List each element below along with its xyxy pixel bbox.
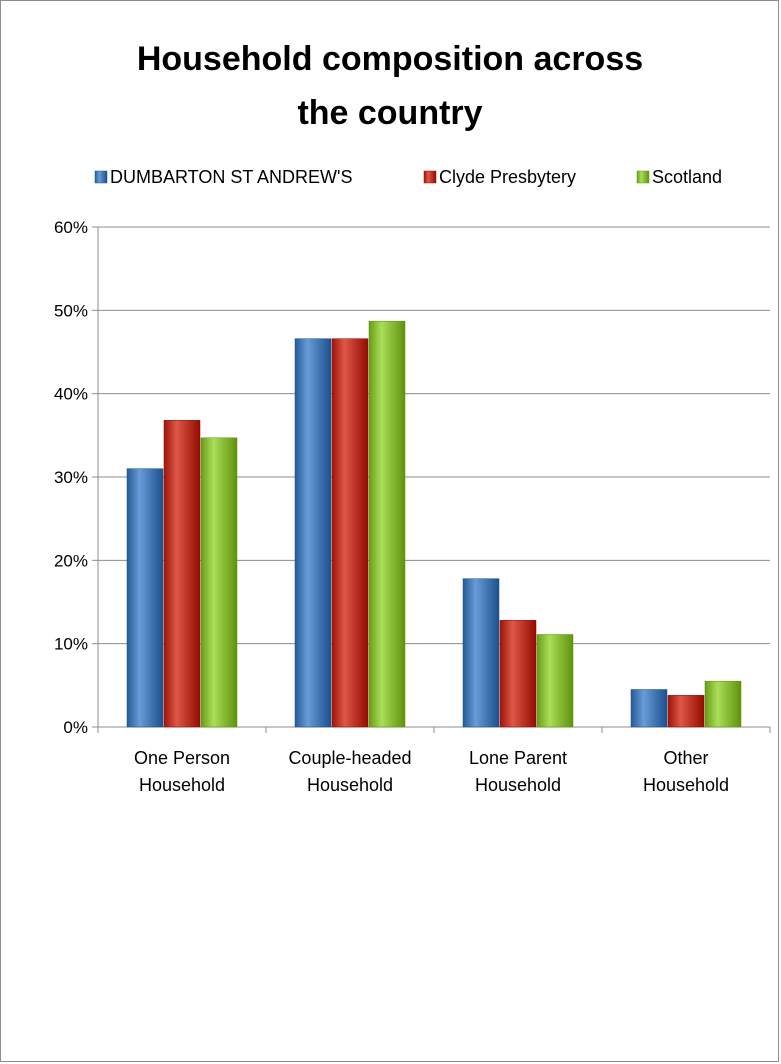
bar	[331, 338, 369, 728]
bar	[462, 578, 500, 728]
x-category-label: Household	[643, 775, 729, 795]
y-tick-label: 20%	[54, 551, 88, 570]
bar	[294, 338, 332, 728]
legend-item: DUMBARTON ST ANDREW'S	[94, 167, 352, 187]
y-tick-label: 0%	[63, 718, 88, 737]
x-axis-categories: One Person Household Couple-headed Househol…	[134, 748, 729, 795]
x-category-label: Household	[139, 775, 225, 795]
legend: DUMBARTON ST ANDREW'S Clyde Presbytery Sco…	[94, 167, 722, 187]
bar	[200, 437, 238, 728]
x-category-label: Household	[475, 775, 561, 795]
bar	[667, 695, 705, 728]
legend-label: Clyde Presbytery	[439, 167, 576, 187]
legend-swatch	[636, 170, 650, 184]
bar	[499, 620, 537, 728]
x-category-label: Other	[663, 748, 708, 768]
y-tick-label: 50%	[54, 301, 88, 320]
legend-swatch	[423, 170, 437, 184]
chart-title-line-2: the country	[297, 94, 482, 132]
bars	[126, 320, 742, 728]
y-tick-label: 10%	[54, 635, 88, 654]
legend-label: DUMBARTON ST ANDREW'S	[110, 167, 352, 187]
legend-item: Scotland	[636, 167, 722, 187]
bar	[368, 320, 406, 728]
bar	[126, 468, 164, 728]
x-category-label: Lone Parent	[469, 748, 567, 768]
bar	[163, 420, 201, 728]
x-category-label: Household	[307, 775, 393, 795]
x-category-label: Couple-headed	[288, 748, 411, 768]
x-category-label: One Person	[134, 748, 230, 768]
y-tick-label: 60%	[54, 218, 88, 237]
chart-title: Household composition across the country	[137, 40, 643, 132]
legend-item: Clyde Presbytery	[423, 167, 576, 187]
bar	[704, 680, 742, 728]
bar	[630, 689, 668, 728]
y-tick-label: 30%	[54, 468, 88, 487]
bar	[536, 634, 574, 728]
legend-swatch	[94, 170, 108, 184]
y-axis-ticks: 0% 10% 20% 30% 40% 50% 60%	[54, 218, 88, 737]
chart-title-line-1: Household composition across	[137, 40, 643, 78]
y-tick-label: 40%	[54, 385, 88, 404]
legend-label: Scotland	[652, 167, 722, 187]
